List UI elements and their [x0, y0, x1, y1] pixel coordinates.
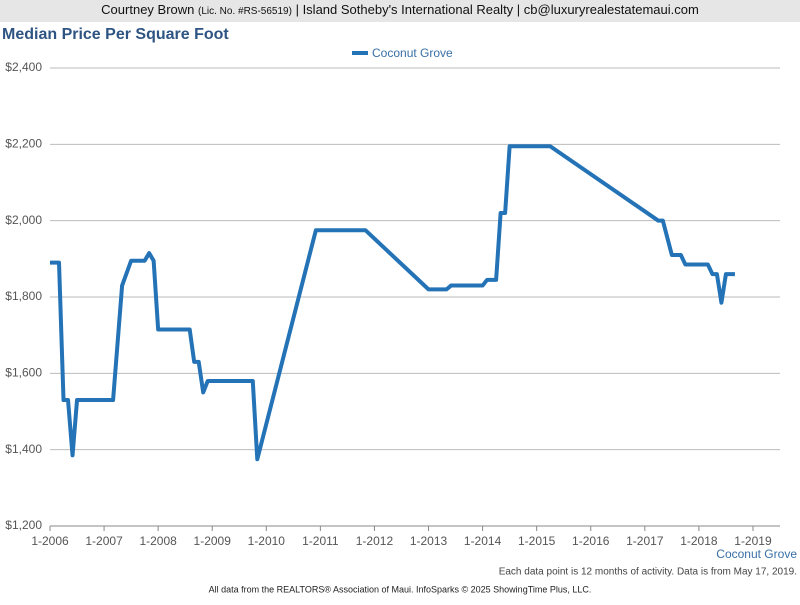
y-tick-label: $1,600	[5, 366, 42, 380]
x-tick-label: 1-2006	[31, 534, 69, 548]
y-tick-label: $1,400	[5, 442, 42, 456]
x-tick-label: 1-2019	[734, 534, 772, 548]
header-text: Courtney Brown (Lic. No. #RS-56519) | Is…	[101, 2, 699, 17]
x-tick-label: 1-2009	[194, 534, 232, 548]
chart-title: Median Price Per Square Foot	[2, 26, 229, 43]
x-tick-label: 1-2017	[626, 534, 664, 548]
x-tick-label: 1-2012	[356, 534, 394, 548]
line	[50, 144, 735, 462]
legend-label: Coconut Grove	[372, 46, 453, 60]
y-tick-label: $2,000	[5, 213, 42, 227]
y-tick-label: $2,200	[5, 137, 42, 151]
footer-note: Each data point is 12 months of activity…	[499, 567, 797, 578]
x-tick-label: 1-2015	[518, 534, 556, 548]
footer-credit: All data from the REALTORS® Association …	[209, 584, 592, 594]
x-tick-label: 1-2007	[85, 534, 123, 548]
y-tick-label: $2,400	[5, 60, 42, 74]
x-tick-label: 1-2016	[572, 534, 610, 548]
y-tick-label: $1,200	[5, 518, 42, 532]
y-tick-label: $1,800	[5, 289, 42, 303]
x-axis-label: Coconut Grove	[716, 547, 797, 561]
header-bar	[0, 0, 800, 22]
agency: | Island Sotheby's International Realty …	[296, 2, 699, 17]
x-tick-label: 1-2011	[302, 534, 339, 548]
x-tick-label: 1-2010	[248, 534, 286, 548]
agent-name: Courtney Brown	[101, 2, 194, 17]
x-tick-label: 1-2014	[464, 534, 502, 548]
x-tick-label: 1-2018	[680, 534, 718, 548]
x-tick-label: 1-2013	[410, 534, 448, 548]
x-tick-label: 1-2008	[139, 534, 177, 548]
license: (Lic. No. #RS-56519)	[198, 6, 292, 17]
